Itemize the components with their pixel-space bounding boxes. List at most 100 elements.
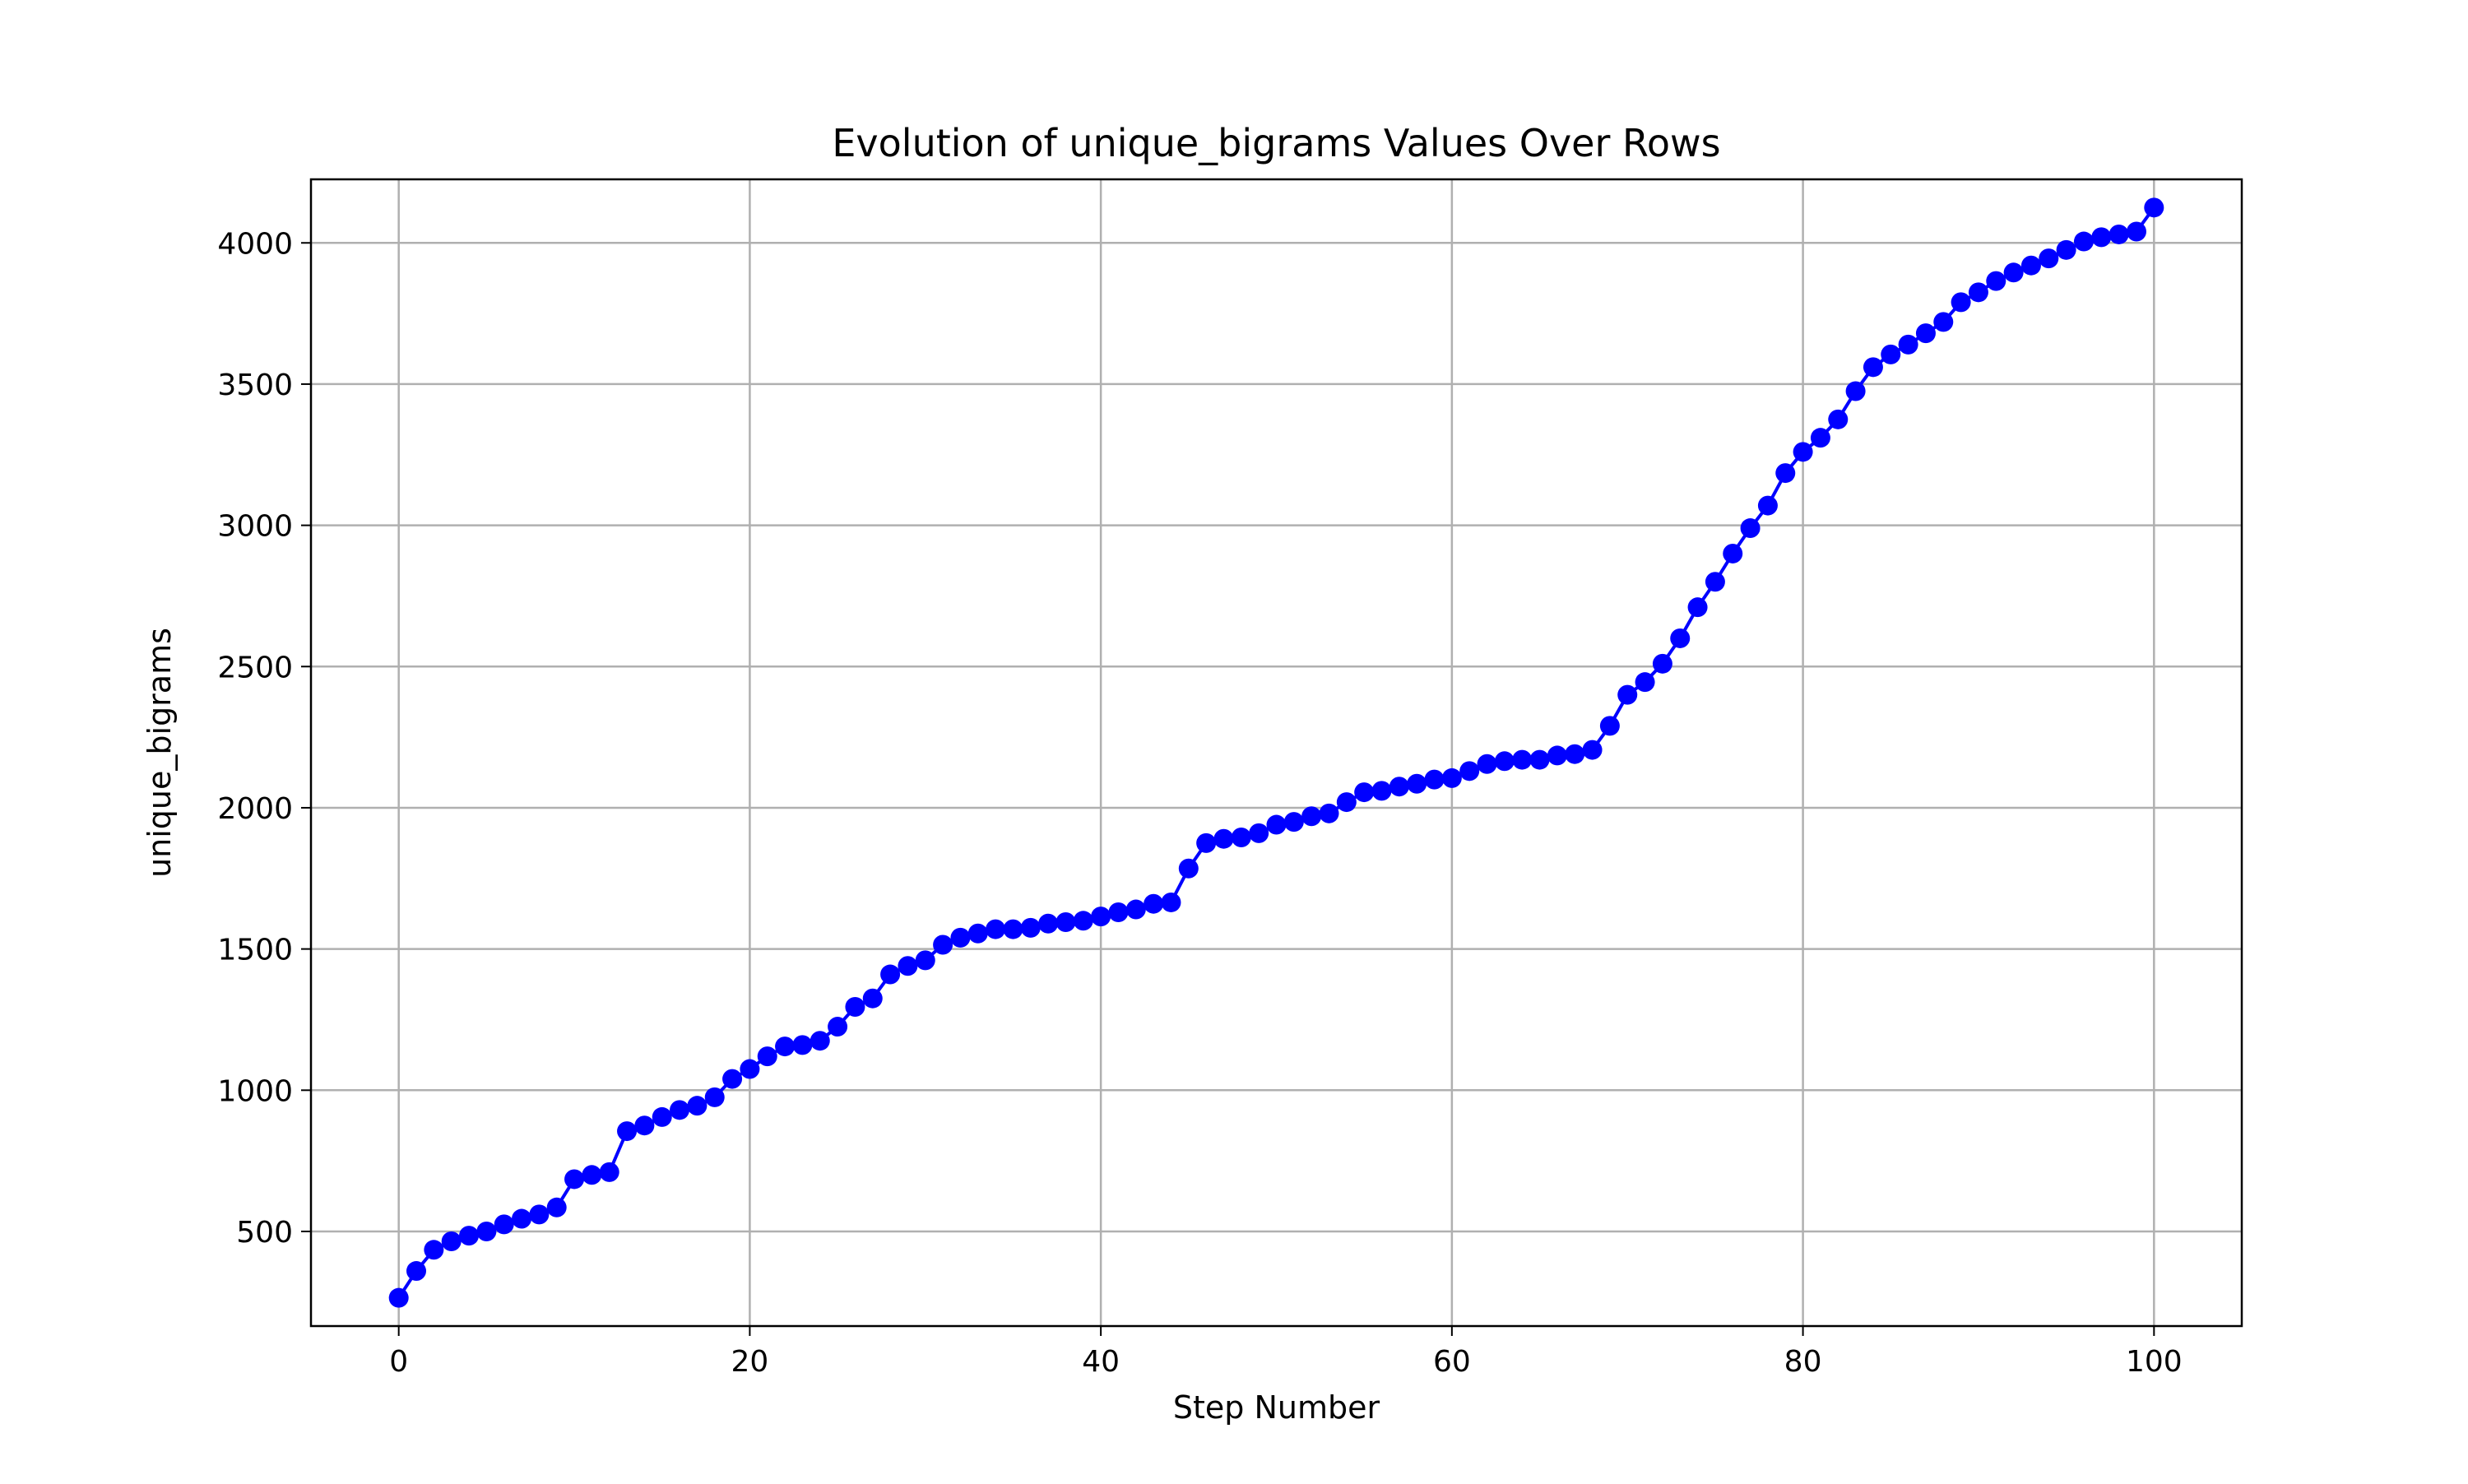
data-point xyxy=(915,950,935,971)
data-point xyxy=(652,1106,672,1127)
data-point xyxy=(1670,628,1691,648)
data-point xyxy=(1477,754,1497,774)
y-tick-label: 3000 xyxy=(217,510,293,544)
data-point xyxy=(599,1162,619,1182)
data-point xyxy=(810,1031,830,1051)
data-point xyxy=(1249,823,1269,843)
data-point xyxy=(775,1036,796,1057)
data-point xyxy=(564,1169,585,1190)
data-point xyxy=(582,1165,602,1185)
axis-ticks: 0 20 40 60 80 100 500 1000 1500 2000 2500 3000 3500 4… xyxy=(217,227,2182,1379)
data-point xyxy=(1091,907,1111,927)
y-axis-label: unique_bigrams xyxy=(141,628,178,878)
data-point xyxy=(1354,782,1375,803)
data-point xyxy=(1881,344,1901,364)
data-point xyxy=(1301,806,1322,827)
data-point xyxy=(845,997,865,1018)
data-point xyxy=(1213,828,1234,849)
x-tick-label: 0 xyxy=(389,1345,408,1379)
data-point xyxy=(1108,902,1129,922)
y-tick-label: 1500 xyxy=(217,934,293,967)
data-point xyxy=(1125,899,1146,920)
x-tick-label: 40 xyxy=(1082,1345,1120,1379)
data-point xyxy=(1003,919,1023,939)
data-point xyxy=(1582,740,1603,760)
data-point xyxy=(1617,684,1638,705)
data-point xyxy=(2073,231,2094,252)
data-point xyxy=(1231,828,1251,848)
data-point xyxy=(1547,745,1567,766)
data-point xyxy=(828,1017,848,1037)
data-point xyxy=(1178,858,1199,879)
data-point xyxy=(1652,653,1672,674)
data-point xyxy=(1723,543,1743,563)
data-point xyxy=(1441,768,1462,788)
data-point xyxy=(933,934,953,955)
data-point xyxy=(2039,248,2059,269)
chart-title: Evolution of unique_bigrams Values Over … xyxy=(832,121,1720,165)
data-point xyxy=(1266,814,1287,835)
data-point xyxy=(1055,912,1076,933)
data-point xyxy=(722,1069,743,1089)
data-point xyxy=(1599,716,1620,736)
data-point xyxy=(1407,773,1427,794)
data-point xyxy=(546,1197,567,1217)
data-point xyxy=(406,1261,427,1282)
x-tick-label: 80 xyxy=(1784,1345,1822,1379)
data-point xyxy=(1371,781,1392,801)
y-tick-label: 2000 xyxy=(217,792,293,826)
x-axis-label: Step Number xyxy=(1173,1389,1380,1426)
data-point xyxy=(1775,463,1796,484)
data-point xyxy=(1196,832,1217,853)
data-point xyxy=(634,1115,655,1136)
data-point xyxy=(950,927,971,948)
data-point xyxy=(1319,803,1339,823)
plot-frame xyxy=(309,178,2243,1328)
data-point xyxy=(1459,761,1480,781)
data-point xyxy=(1986,271,2006,291)
data-point xyxy=(1845,381,1866,401)
data-point xyxy=(1810,428,1830,448)
data-point xyxy=(986,919,1006,939)
data-point xyxy=(494,1214,514,1235)
x-tick-label: 60 xyxy=(1433,1345,1471,1379)
data-point xyxy=(862,988,883,1009)
data-point xyxy=(1705,572,1725,592)
x-tick-label: 20 xyxy=(731,1345,769,1379)
data-point xyxy=(1336,792,1357,813)
x-tick-label: 100 xyxy=(2126,1345,2183,1379)
data-point xyxy=(1529,749,1550,770)
data-point xyxy=(670,1100,690,1120)
data-point xyxy=(967,923,988,944)
data-series xyxy=(388,197,2164,1308)
data-point xyxy=(687,1096,707,1116)
data-point xyxy=(757,1046,777,1067)
data-point xyxy=(1144,893,1164,914)
data-point xyxy=(1161,892,1181,912)
data-point xyxy=(880,964,901,985)
data-point xyxy=(1898,334,1918,355)
y-tick-label: 1000 xyxy=(217,1074,293,1108)
data-point xyxy=(2144,197,2164,218)
data-point xyxy=(1389,777,1409,797)
data-point xyxy=(898,956,918,976)
data-point xyxy=(1740,518,1761,539)
data-point xyxy=(1038,913,1059,934)
data-point xyxy=(1793,442,1813,462)
data-point xyxy=(1933,312,1954,332)
y-tick-label: 3500 xyxy=(217,369,293,402)
grid-lines xyxy=(311,179,2242,1326)
y-tick-label: 500 xyxy=(236,1216,293,1250)
data-point xyxy=(1915,323,1936,344)
data-point xyxy=(2091,227,2112,248)
data-point xyxy=(2056,239,2076,260)
data-point xyxy=(617,1121,638,1142)
data-point xyxy=(1283,812,1304,832)
data-point xyxy=(1073,911,1093,931)
data-point xyxy=(388,1287,409,1308)
data-point xyxy=(441,1231,462,1251)
data-point xyxy=(1757,495,1778,516)
data-point xyxy=(2003,262,2024,283)
